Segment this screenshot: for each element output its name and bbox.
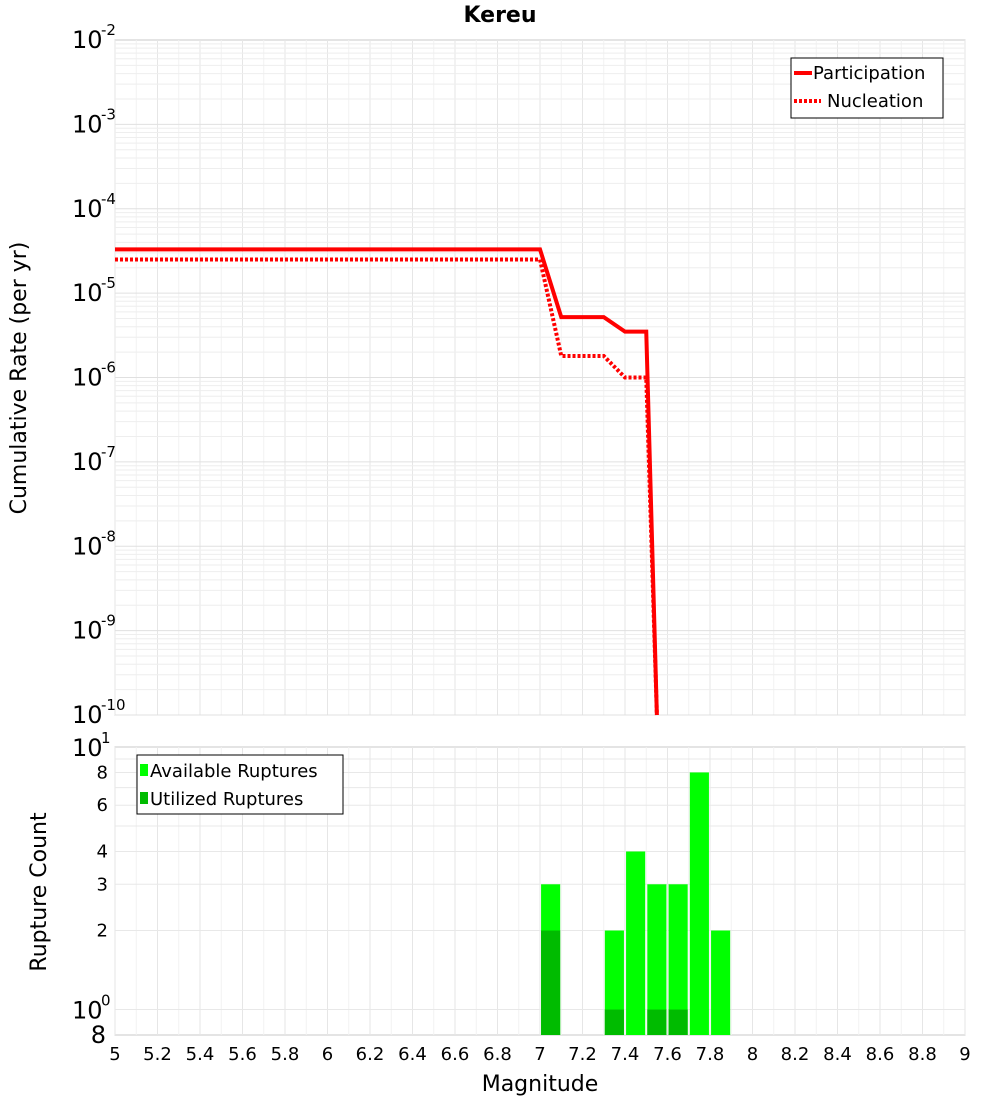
bottom-y-axis-title: Rupture Count (27, 812, 52, 972)
available-bar (711, 930, 731, 1035)
x-tick-label: 6 (322, 1044, 333, 1065)
available-bar (668, 884, 688, 1035)
x-tick-label: 7.6 (653, 1044, 682, 1065)
top-y-tick-exponent: -10 (101, 696, 126, 714)
top-y-tick-label: 10 (72, 364, 103, 392)
top-y-tick-exponent: -5 (101, 274, 116, 292)
utilized-bar (668, 1009, 688, 1035)
top-y-tick-label: 10 (72, 195, 103, 223)
bottom-bars (541, 772, 731, 1035)
top-series (115, 247, 659, 716)
legend-utilized-swatch (140, 792, 148, 804)
bottom-y-tick-label: 6 (97, 795, 108, 816)
legend-nucleation-label: Nucleation (827, 91, 923, 112)
x-tick-label: 7.2 (568, 1044, 597, 1065)
x-tick-label: 7.8 (696, 1044, 725, 1065)
legend-available-label: Available Ruptures (150, 761, 318, 782)
series-line-nucleation (115, 257, 659, 716)
top-legend: Participation Nucleation (790, 57, 944, 119)
legend-participation-label: Participation (813, 63, 925, 84)
chart-title: Kereu (463, 3, 536, 28)
top-y-tick-exponent: -6 (101, 359, 116, 377)
top-y-tick-exponent: -9 (101, 612, 116, 630)
x-tick-label: 8.4 (823, 1044, 852, 1065)
top-y-tick-label: 10 (72, 110, 103, 138)
x-tick-label: 8.6 (866, 1044, 895, 1065)
top-y-tick-label: 10 (72, 701, 103, 729)
bottom-y-tick-label: 8 (97, 762, 108, 783)
available-bar (647, 884, 667, 1035)
x-tick-label: 6.8 (483, 1044, 512, 1065)
x-tick-label: 5 (109, 1044, 120, 1065)
bottom-legend: Available Ruptures Utilized Ruptures (136, 754, 344, 815)
top-y-axis-title: Cumulative Rate (per yr) (7, 242, 32, 515)
bottom-y-tick-label: 8 (91, 1021, 106, 1049)
x-tick-label: 5.2 (143, 1044, 172, 1065)
top-y-tick-label: 10 (72, 26, 103, 54)
top-y-tick-label: 10 (72, 279, 103, 307)
top-y-tick-label: 10 (72, 448, 103, 476)
utilized-bar (647, 1009, 667, 1035)
bottom-y-tick-label: 4 (97, 841, 108, 862)
x-tick-label: 5.4 (186, 1044, 215, 1065)
available-bar (689, 772, 709, 1035)
x-ticks: 5 5.2 5.4 5.6 5.8 6 6.2 6.4 6.6 6.8 7 7.2 7.4 7.6 7.8 8… (109, 1044, 970, 1065)
bottom-y-tick-exponent: 1 (101, 729, 111, 747)
top-y-tick-exponent: -4 (101, 190, 116, 208)
top-y-ticks: 10-210-310-410-510-610-710-810-910-10 (72, 21, 126, 729)
x-tick-label: 5.8 (271, 1044, 300, 1065)
x-tick-label: 7.4 (611, 1044, 640, 1065)
utilized-bar (604, 1009, 624, 1035)
bottom-y-tick-label: 10 (72, 997, 103, 1025)
x-tick-label: 8.2 (781, 1044, 810, 1065)
x-tick-label: 8 (747, 1044, 758, 1065)
x-axis-title: Magnitude (482, 1072, 599, 1097)
series-line-participation (115, 247, 659, 716)
top-grid (114, 40, 966, 716)
top-panel: 10-210-310-410-510-610-710-810-910-10 Cu… (7, 21, 966, 729)
bottom-y-tick-label: 2 (97, 921, 108, 942)
available-bar (604, 930, 624, 1035)
x-tick-label: 9 (959, 1044, 970, 1065)
bottom-y-tick-label: 10 (72, 734, 103, 762)
x-tick-label: 6.2 (356, 1044, 385, 1065)
top-y-tick-label: 10 (72, 532, 103, 560)
legend-available-swatch (140, 764, 148, 776)
top-y-tick-label: 10 (72, 617, 103, 645)
legend-utilized-label: Utilized Ruptures (150, 789, 303, 810)
bottom-y-tick-exponent: 0 (101, 992, 111, 1010)
bottom-y-tick-label: 3 (97, 874, 108, 895)
top-y-tick-exponent: -3 (101, 105, 116, 123)
top-y-tick-exponent: -2 (101, 21, 116, 39)
available-bar (626, 851, 646, 1035)
utilized-bar (541, 930, 561, 1035)
x-tick-label: 6.6 (441, 1044, 470, 1065)
x-tick-label: 8.8 (908, 1044, 937, 1065)
x-tick-label: 7 (534, 1044, 545, 1065)
x-tick-label: 5.6 (228, 1044, 257, 1065)
top-y-tick-exponent: -7 (101, 443, 116, 461)
top-y-tick-exponent: -8 (101, 527, 116, 545)
x-tick-label: 6.4 (398, 1044, 427, 1065)
